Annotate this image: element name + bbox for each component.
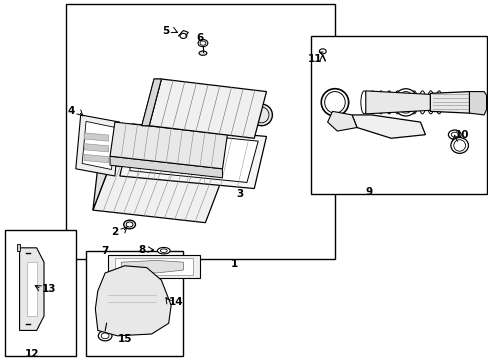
Polygon shape (142, 79, 161, 126)
Text: 5: 5 (163, 26, 169, 36)
Text: 13: 13 (41, 284, 56, 294)
Text: 10: 10 (454, 130, 468, 140)
Polygon shape (93, 165, 222, 223)
Text: 2: 2 (111, 227, 118, 237)
Ellipse shape (447, 130, 460, 139)
Polygon shape (85, 251, 183, 356)
Ellipse shape (199, 51, 206, 55)
Ellipse shape (24, 250, 32, 256)
Polygon shape (121, 260, 183, 273)
Text: 14: 14 (168, 297, 183, 307)
Ellipse shape (450, 138, 468, 153)
Polygon shape (66, 4, 334, 258)
Ellipse shape (321, 89, 348, 116)
Text: 7: 7 (101, 246, 109, 256)
Polygon shape (95, 266, 171, 336)
Polygon shape (351, 115, 425, 138)
Polygon shape (149, 79, 266, 138)
Polygon shape (93, 122, 115, 210)
Polygon shape (129, 129, 258, 183)
Polygon shape (110, 156, 222, 178)
Polygon shape (110, 122, 227, 169)
Ellipse shape (24, 321, 32, 327)
Polygon shape (82, 121, 115, 170)
Ellipse shape (180, 33, 186, 39)
Text: 12: 12 (24, 349, 39, 359)
Text: 4: 4 (67, 106, 75, 116)
Polygon shape (20, 248, 44, 330)
Text: 11: 11 (307, 54, 322, 64)
Polygon shape (327, 111, 356, 131)
Text: 9: 9 (365, 187, 372, 197)
Polygon shape (5, 230, 76, 356)
Polygon shape (142, 79, 161, 126)
Polygon shape (76, 115, 120, 176)
Polygon shape (365, 91, 444, 114)
Polygon shape (84, 133, 108, 141)
Text: 6: 6 (197, 33, 203, 43)
Polygon shape (84, 154, 108, 163)
Ellipse shape (250, 104, 272, 126)
Polygon shape (429, 91, 476, 113)
Polygon shape (468, 91, 486, 115)
Polygon shape (120, 124, 266, 189)
Ellipse shape (198, 40, 207, 47)
Ellipse shape (134, 261, 142, 268)
Ellipse shape (123, 220, 135, 229)
Ellipse shape (319, 49, 325, 54)
Ellipse shape (393, 89, 417, 116)
Polygon shape (310, 36, 486, 194)
Polygon shape (27, 262, 37, 316)
Ellipse shape (98, 331, 112, 341)
Text: 15: 15 (117, 334, 132, 345)
Text: 3: 3 (236, 189, 243, 199)
Text: 1: 1 (231, 259, 238, 269)
Polygon shape (17, 244, 20, 251)
Polygon shape (107, 255, 200, 278)
Ellipse shape (157, 247, 170, 254)
Text: 8: 8 (138, 244, 145, 255)
Polygon shape (84, 144, 108, 152)
Polygon shape (115, 258, 193, 275)
